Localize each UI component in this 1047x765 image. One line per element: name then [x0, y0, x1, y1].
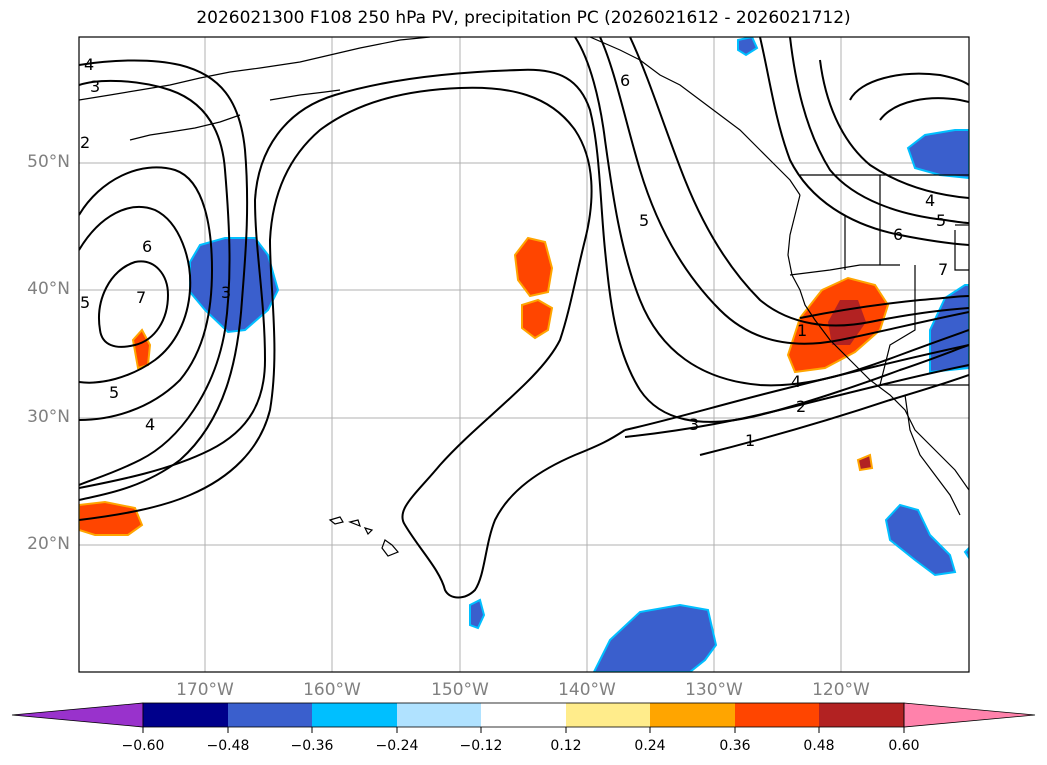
contour-label: 1 — [745, 431, 755, 450]
pv-contour — [79, 79, 231, 486]
contour-label: 4 — [84, 55, 94, 74]
colorbar-tick-label: −0.12 — [459, 738, 503, 754]
lon-label: 170°W — [176, 680, 234, 700]
pv-contour — [629, 37, 969, 327]
map-title: 2026021300 F108 250 hPa PV, precipitatio… — [196, 8, 851, 28]
contour-label: 7 — [938, 260, 948, 279]
pv-contour — [599, 37, 969, 345]
contour-label: 3 — [221, 283, 231, 302]
contour-label: 2 — [796, 397, 806, 416]
lon-label: 140°W — [558, 680, 616, 700]
contour-label: 6 — [620, 71, 630, 90]
precip-pos-area — [521, 298, 554, 340]
lon-label: 120°W — [812, 680, 870, 700]
pv-contour — [879, 97, 969, 121]
contour-label: 5 — [936, 211, 946, 230]
contour-label: 4 — [925, 191, 935, 210]
lon-label: 160°W — [303, 680, 361, 700]
contour-labels: 4 3 2 5 6 7 3 5 4 6 5 4 3 2 1 6 5 4 7 1 — [80, 55, 948, 450]
contour-label: 4 — [791, 372, 801, 391]
precip-pos-area — [131, 328, 152, 370]
colorbar-tick-label: −0.24 — [375, 738, 419, 754]
lat-label: 20°N — [27, 534, 70, 554]
colorbar-segment — [650, 703, 735, 727]
precip-neg-area — [737, 37, 759, 57]
contour-label: 4 — [145, 415, 155, 434]
contour-label: 5 — [109, 383, 119, 402]
pv-contour — [79, 86, 626, 599]
lat-label: 50°N — [27, 152, 70, 172]
precip-neg-area — [884, 503, 957, 577]
colorbar-segment — [228, 703, 312, 727]
pv-contour — [79, 59, 249, 501]
pv-contour — [574, 37, 969, 387]
pv-contour — [819, 59, 969, 199]
pv-contour — [849, 72, 969, 101]
colorbar-tick-label: 0.36 — [719, 738, 751, 754]
lon-label: 130°W — [685, 680, 743, 700]
precip-neg-area — [963, 546, 969, 560]
pv-contour — [799, 295, 969, 319]
precip-neg-area — [469, 598, 486, 630]
coastlines — [79, 37, 969, 557]
colorbar-tick-label: 0.24 — [634, 738, 666, 754]
contour-label: 1 — [797, 321, 807, 340]
colorbar-tick-label: −0.60 — [121, 738, 165, 754]
precip-pos-area — [79, 500, 144, 536]
plot-area: 4 3 2 5 6 7 3 5 4 6 5 4 3 2 1 6 5 4 7 1 — [79, 37, 969, 672]
colorbar-segment — [481, 703, 566, 727]
pv-contour — [789, 37, 969, 224]
lon-label: 150°W — [431, 680, 489, 700]
colorbar-segment — [735, 703, 819, 727]
colorbar-tick-label: 0.60 — [888, 738, 920, 754]
pv-contour — [79, 166, 214, 421]
colorbar-segment — [312, 703, 397, 727]
contour-label: 5 — [80, 293, 90, 312]
precip-neg-area — [592, 603, 718, 672]
lat-label: 40°N — [27, 279, 70, 299]
contour-label: 6 — [142, 237, 152, 256]
colorbar-tick-label: 0.12 — [550, 738, 582, 754]
precip-neg-area — [189, 237, 280, 334]
pv-contour — [624, 364, 969, 438]
contour-label: 2 — [80, 133, 90, 152]
colorbar-tick-label: −0.36 — [290, 738, 334, 754]
pv-contour — [624, 344, 969, 431]
contour-label: 3 — [90, 77, 100, 96]
colorbar-tick-label: −0.48 — [206, 738, 250, 754]
pv-contour — [98, 260, 170, 348]
colorbar-tick-label: 0.48 — [803, 738, 835, 754]
precip-pos-area — [856, 453, 874, 472]
colorbar-segment — [143, 703, 228, 727]
contour-label: 3 — [689, 415, 699, 434]
precip-pos-area — [513, 236, 554, 298]
lat-label: 30°N — [27, 407, 70, 427]
colorbar — [11, 702, 1036, 733]
contour-label: 6 — [893, 225, 903, 244]
pv-contour — [79, 205, 192, 384]
precip-neg-area — [906, 129, 969, 180]
contour-label: 7 — [136, 288, 146, 307]
colorbar-segment — [397, 703, 481, 727]
pv-contour — [759, 37, 969, 246]
colorbar-extend-left — [11, 702, 144, 728]
pv-contours — [79, 37, 969, 599]
colorbar-extend-right — [903, 702, 1036, 728]
map-frame — [78, 36, 970, 673]
colorbar-segment — [566, 703, 650, 727]
pv-contour — [699, 374, 969, 456]
colorbar-frame — [142, 702, 905, 728]
contour-label: 5 — [639, 211, 649, 230]
colorbar-segment — [819, 703, 904, 727]
